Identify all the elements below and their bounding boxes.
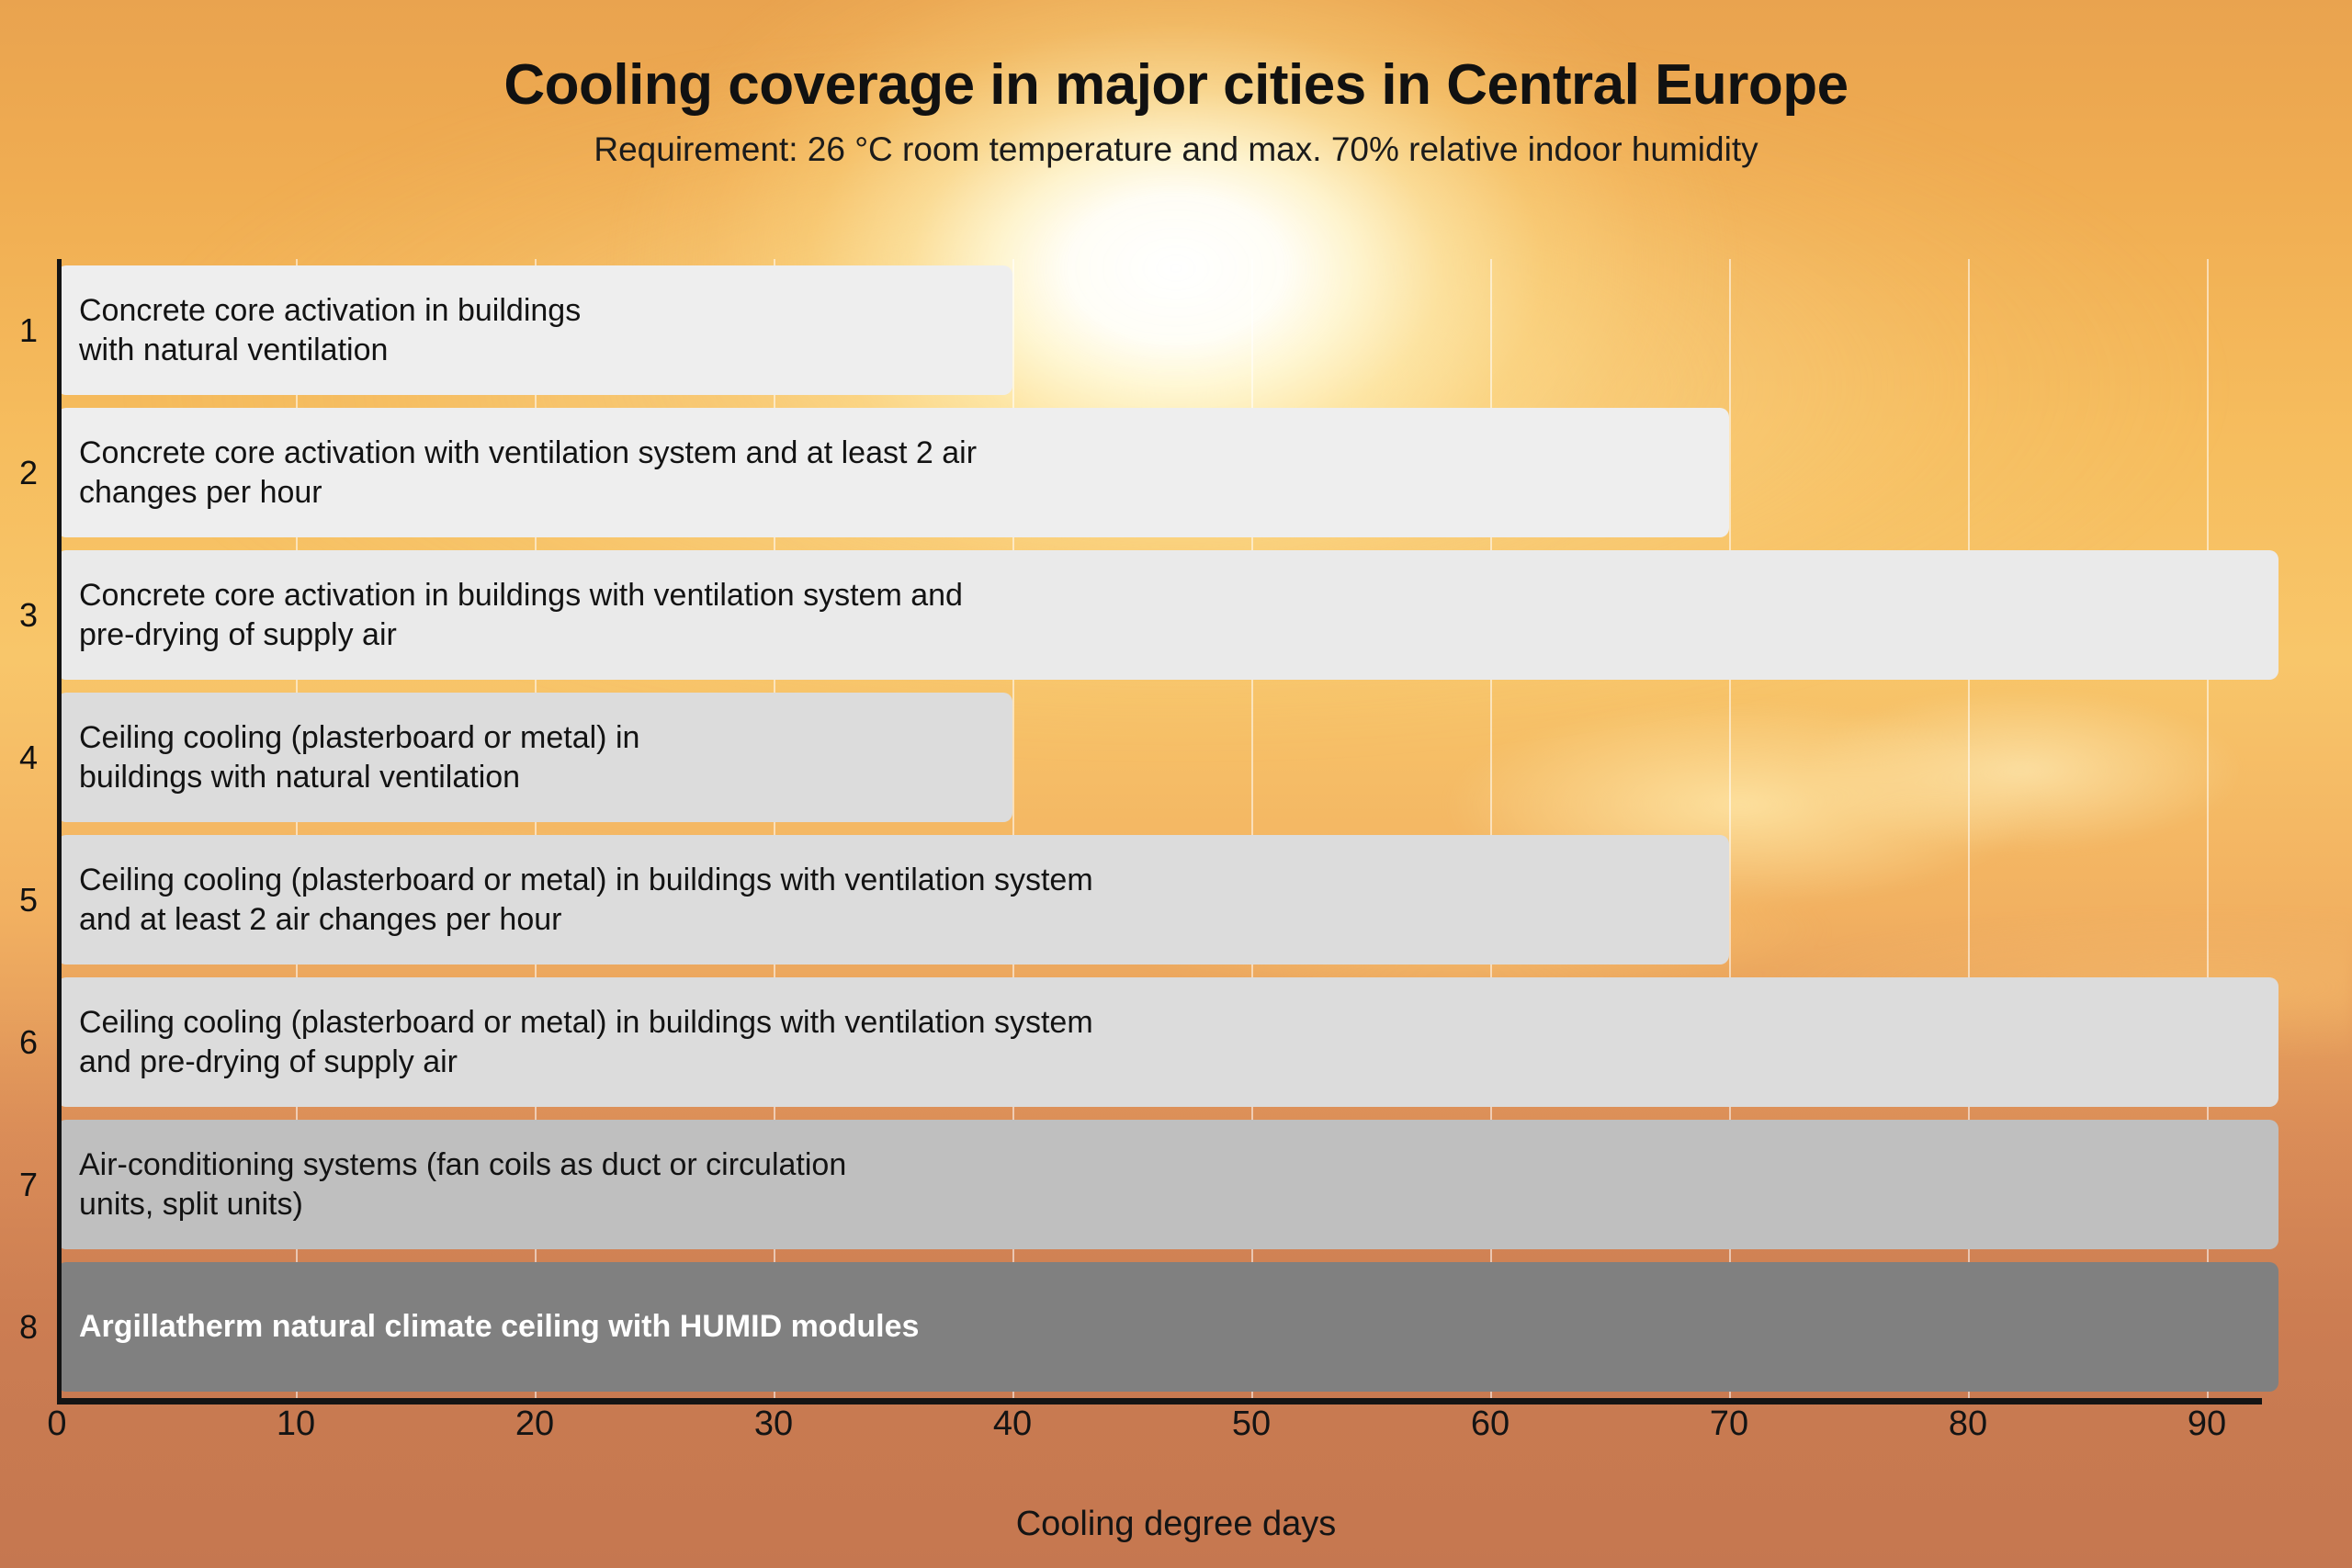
x-tick-label-10: 10 (276, 1404, 316, 1443)
x-axis-line (57, 1398, 2262, 1404)
bar-row: Air-conditioning systems (fan coils as d… (57, 1113, 2280, 1256)
x-axis-title: Cooling degree days (1015, 1505, 1337, 1543)
x-tick-label-0: 0 (47, 1404, 67, 1443)
bar[interactable]: Argillatherm natural climate ceiling wit… (57, 1262, 2278, 1392)
bar-label: Concrete core activation in buildings wi… (79, 292, 582, 367)
bar[interactable]: Ceiling cooling (plasterboard or metal) … (57, 977, 2278, 1107)
row-index-6: 6 (18, 1022, 39, 1061)
x-tick-label-50: 50 (1231, 1404, 1272, 1443)
x-tick-label-20: 20 (514, 1404, 555, 1443)
bar[interactable]: Concrete core activation with ventilatio… (57, 408, 1729, 537)
bar-label: Air-conditioning systems (fan coils as d… (79, 1146, 847, 1222)
row-index-3: 3 (18, 595, 39, 634)
y-axis-line (57, 259, 62, 1398)
bar-row: Ceiling cooling (plasterboard or metal) … (57, 829, 2280, 971)
bar-rows: Concrete core activation in buildings wi… (57, 259, 2280, 1398)
x-tick-label-80: 80 (1948, 1404, 1988, 1443)
bar-label: Concrete core activation in buildings wi… (79, 577, 963, 652)
bar-label: Ceiling cooling (plasterboard or metal) … (79, 719, 640, 795)
bar-row: Ceiling cooling (plasterboard or metal) … (57, 971, 2280, 1113)
bar[interactable]: Air-conditioning systems (fan coils as d… (57, 1120, 2278, 1249)
row-index-4: 4 (18, 738, 39, 776)
chart-header: Cooling coverage in major cities in Cent… (0, 55, 2352, 169)
row-index-7: 7 (18, 1165, 39, 1203)
chart-title: Cooling coverage in major cities in Cent… (503, 53, 1849, 117)
bar[interactable]: Concrete core activation in buildings wi… (57, 550, 2278, 680)
bar-row: Concrete core activation in buildings wi… (57, 259, 2280, 401)
bar-row: Concrete core activation in buildings wi… (57, 544, 2280, 686)
x-tick-label-70: 70 (1709, 1404, 1749, 1443)
chart-subtitle: Requirement: 26 °C room temperature and … (594, 130, 1758, 169)
x-axis-ticks: 0 10 20 30 40 50 60 70 80 90 (47, 1404, 2280, 1460)
bar[interactable]: Ceiling cooling (plasterboard or metal) … (57, 835, 1729, 964)
bar-row: Ceiling cooling (plasterboard or metal) … (57, 686, 2280, 829)
row-index-2: 2 (18, 453, 39, 491)
row-index-column: 1 2 3 4 5 6 7 8 (0, 259, 57, 1398)
plot-area: Concrete core activation in buildings wi… (57, 259, 2280, 1404)
row-index-5: 5 (18, 880, 39, 919)
bar-row: Concrete core activation with ventilatio… (57, 401, 2280, 544)
x-tick-label-60: 60 (1470, 1404, 1510, 1443)
x-tick-label-90: 90 (2187, 1404, 2227, 1443)
bar-label: Ceiling cooling (plasterboard or metal) … (79, 1004, 1093, 1079)
bar-label: Concrete core activation with ventilatio… (79, 434, 978, 510)
bar[interactable]: Concrete core activation in buildings wi… (57, 265, 1012, 395)
x-tick-label-40: 40 (992, 1404, 1033, 1443)
row-index-8: 8 (18, 1307, 39, 1346)
bar[interactable]: Ceiling cooling (plasterboard or metal) … (57, 693, 1012, 822)
bar-label: Argillatherm natural climate ceiling wit… (79, 1309, 920, 1345)
bar-label: Ceiling cooling (plasterboard or metal) … (79, 862, 1093, 937)
row-index-1: 1 (18, 310, 39, 349)
bar-row: Argillatherm natural climate ceiling wit… (57, 1256, 2280, 1398)
x-tick-label-30: 30 (753, 1404, 794, 1443)
